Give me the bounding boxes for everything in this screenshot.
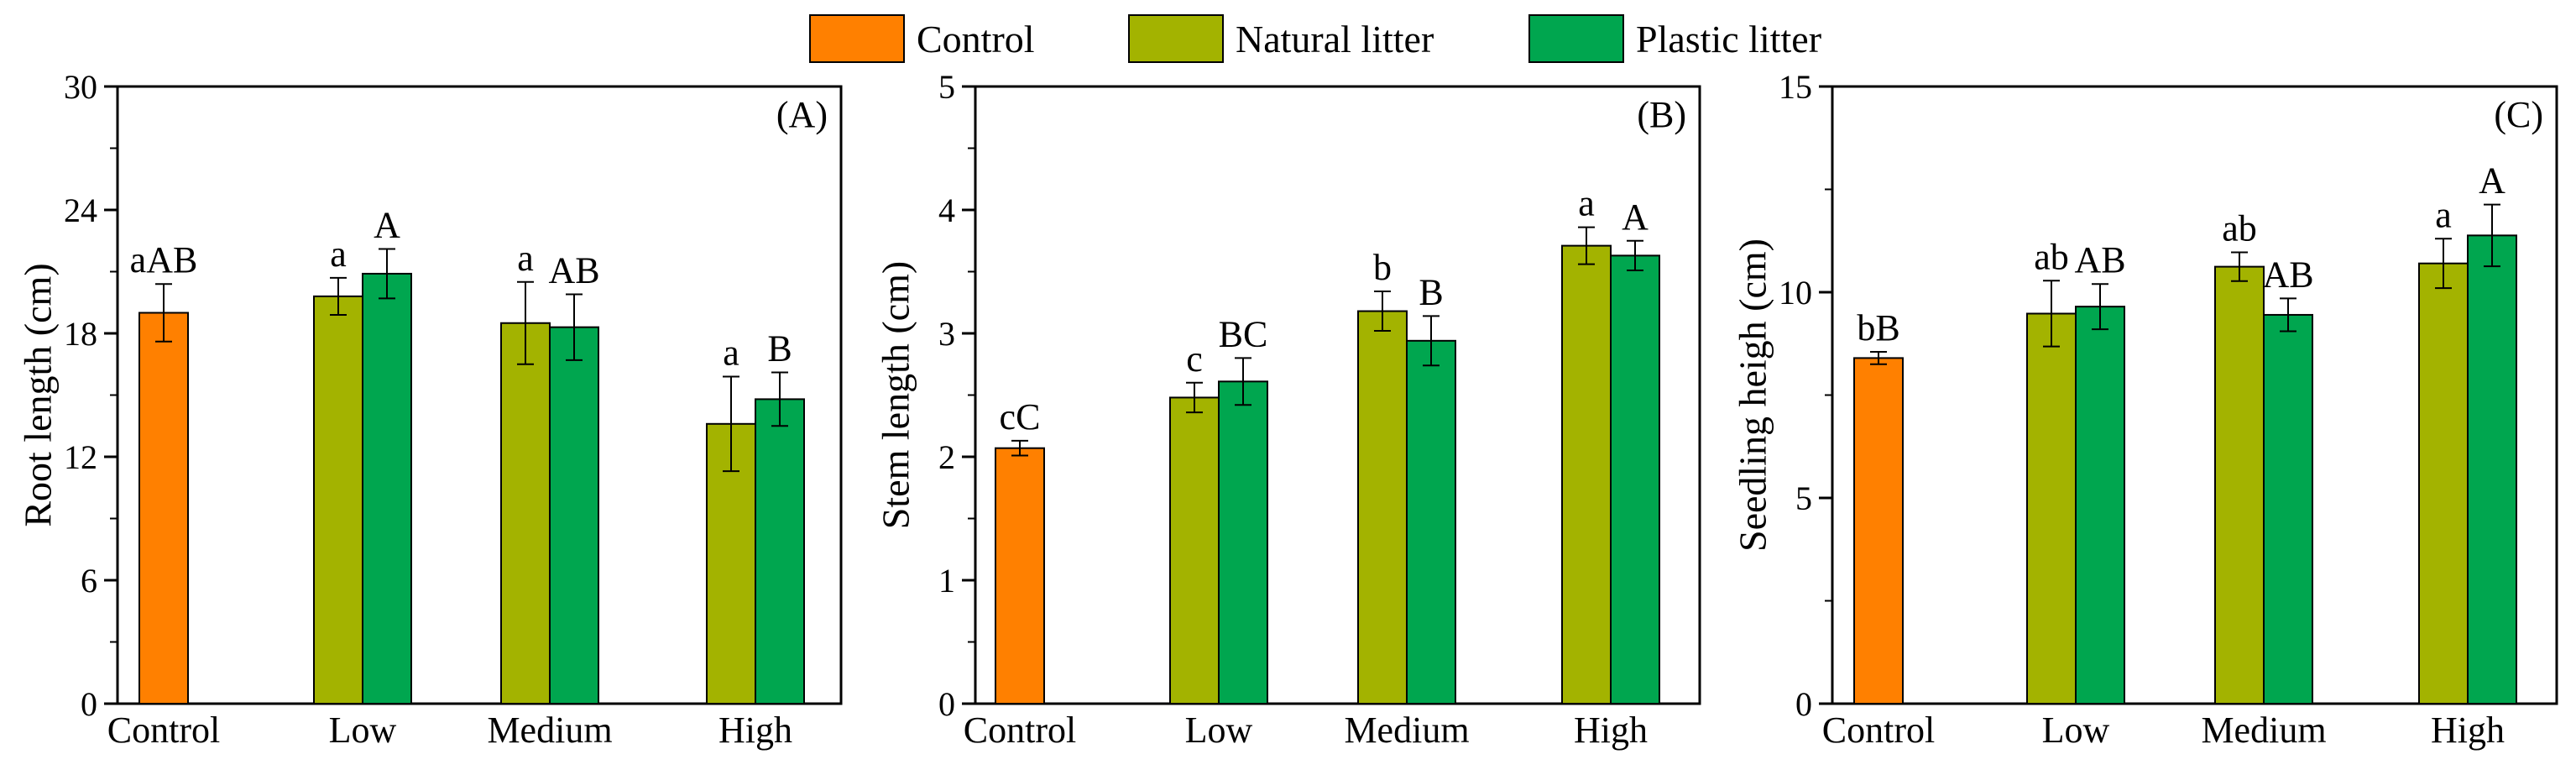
- y-axis-label: Seedling heigh (cm): [1732, 238, 1774, 552]
- bar: [1853, 357, 1904, 705]
- bar: [1169, 396, 1220, 705]
- significance-label: A: [374, 205, 400, 246]
- y-tick-label: 3: [938, 315, 955, 353]
- significance-label: A: [2479, 160, 2505, 202]
- bar: [2467, 234, 2517, 705]
- legend: Control Natural litter Plastic litter: [809, 14, 1821, 63]
- legend-swatch-2: [1528, 14, 1624, 63]
- significance-label: BC: [1219, 313, 1268, 354]
- significance-label: a: [1578, 183, 1595, 224]
- significance-label: a: [517, 238, 534, 279]
- panel-label: (A): [776, 94, 828, 135]
- x-tick-label: Medium: [1344, 710, 1469, 751]
- y-tick-label: 4: [938, 191, 955, 229]
- y-tick-label: 0: [81, 685, 97, 723]
- y-tick-label: 10: [1779, 274, 1812, 312]
- x-tick-label: Control: [964, 710, 1076, 751]
- chart-panel-2: 0 5 10 15 Seedling heigh (cm) (C) Control Low Me…: [1732, 68, 2558, 751]
- panel-label: (B): [1637, 94, 1686, 135]
- bar: [2263, 313, 2313, 705]
- x-tick-label: High: [1574, 710, 1648, 751]
- x-tick-label: Low: [2042, 710, 2110, 751]
- significance-label: a: [723, 332, 739, 373]
- significance-label: bB: [1857, 307, 1899, 348]
- y-tick-label: 6: [81, 562, 97, 600]
- significance-label: cC: [1000, 396, 1041, 437]
- y-tick-label: 24: [64, 191, 97, 229]
- legend-label-0: Control: [917, 18, 1035, 60]
- y-tick-label: 1: [938, 562, 955, 600]
- bar: [313, 295, 363, 705]
- bar: [549, 326, 599, 705]
- y-tick-label: 0: [1795, 685, 1812, 723]
- legend-swatch-1: [1128, 14, 1224, 63]
- bar: [2026, 312, 2077, 705]
- bar: [362, 272, 412, 705]
- significance-label: ab: [2222, 207, 2257, 249]
- significance-label: ab: [2034, 236, 2069, 277]
- y-tick-label: 2: [938, 438, 955, 476]
- y-tick-label: 30: [64, 68, 97, 106]
- chart-panel-0: 0 6 12 18 24 30 Root length (cm) (A) Control Low M…: [17, 68, 843, 751]
- x-tick-label: Control: [1822, 710, 1935, 751]
- significance-label: AB: [2074, 239, 2125, 280]
- y-axis-label: Stem length (cm): [875, 261, 917, 529]
- legend-label-2: Plastic litter: [1636, 18, 1821, 60]
- x-tick-label: Low: [329, 710, 397, 751]
- significance-label: AB: [548, 249, 599, 291]
- y-tick-label: 18: [64, 315, 97, 353]
- legend-swatch-0: [809, 14, 905, 63]
- bar: [1610, 254, 1660, 705]
- y-axis-label: Root length (cm): [17, 263, 60, 526]
- significance-label: a: [330, 233, 347, 275]
- x-tick-label: Low: [1185, 710, 1253, 751]
- bar: [1218, 380, 1268, 705]
- y-tick-label: 0: [938, 685, 955, 723]
- legend-label-1: Natural litter: [1236, 18, 1434, 60]
- significance-label: B: [767, 328, 792, 369]
- significance-label: AB: [2262, 254, 2313, 295]
- bar: [2075, 306, 2125, 705]
- bar: [1357, 310, 1408, 705]
- bar: [1561, 244, 1612, 705]
- x-tick-label: Control: [107, 710, 220, 751]
- bar: [138, 312, 189, 705]
- y-tick-label: 12: [64, 438, 97, 476]
- significance-label: B: [1419, 271, 1443, 312]
- significance-label: A: [1622, 196, 1649, 238]
- bar: [1406, 339, 1456, 705]
- x-tick-label: Medium: [2201, 710, 2326, 751]
- x-tick-label: High: [2431, 710, 2505, 751]
- panel-label: (C): [2494, 94, 2543, 135]
- bar: [2418, 262, 2469, 705]
- y-tick-label: 5: [938, 68, 955, 106]
- x-tick-label: Medium: [487, 710, 612, 751]
- bar: [2214, 265, 2265, 705]
- bar: [755, 398, 805, 705]
- significance-label: b: [1373, 247, 1392, 288]
- x-tick-label: High: [718, 710, 792, 751]
- bar: [995, 447, 1045, 705]
- y-tick-label: 5: [1795, 479, 1812, 517]
- significance-label: aAB: [130, 239, 198, 280]
- significance-label: a: [2435, 194, 2452, 235]
- bar: [500, 322, 551, 705]
- significance-label: c: [1186, 338, 1203, 380]
- y-tick-label: 15: [1779, 68, 1812, 106]
- chart-panel-1: 0 1 2 3 4 5 Stem length (cm) (B) Control Low Mediu…: [875, 68, 1701, 751]
